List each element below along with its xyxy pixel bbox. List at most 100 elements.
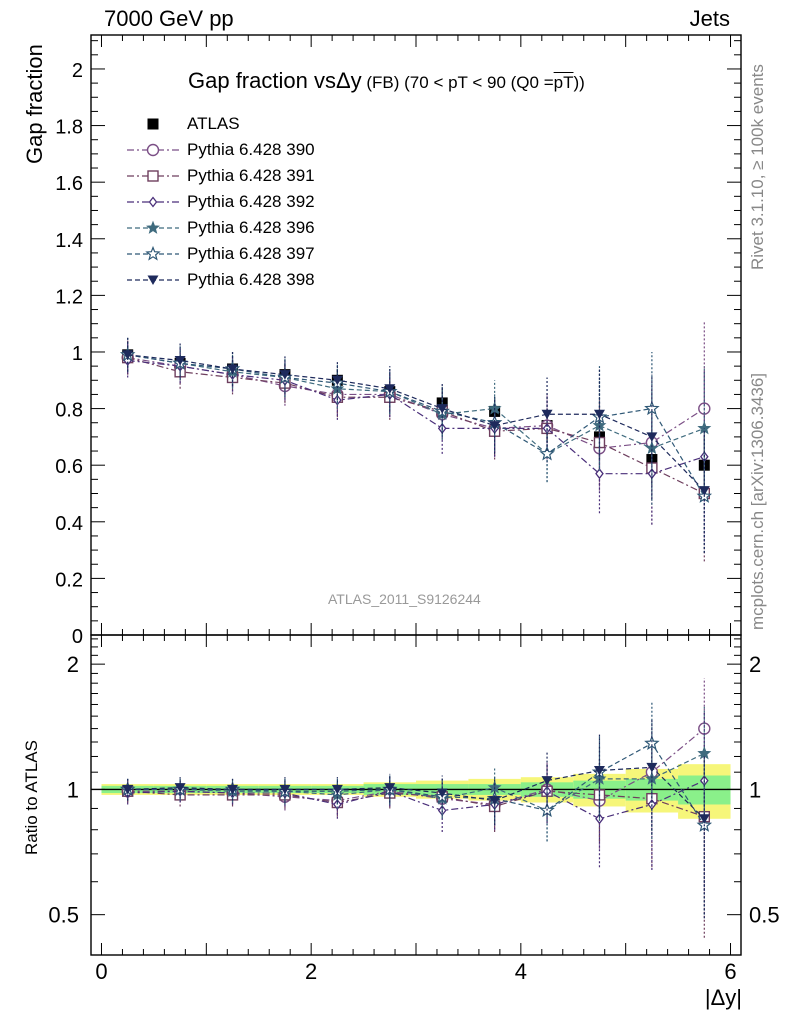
axis-ticks: 0 2 4 6 0 0.2 0.4 0.6 0.8 1 1.2 1.4 1.6 1.8 2 0.5 0.5 1 1 2… [48, 35, 780, 984]
legend-entry-p391 [127, 170, 179, 182]
point-main-p398 [541, 409, 553, 420]
point-main-p398 [331, 375, 343, 386]
point-ratio-p398 [593, 766, 605, 776]
point-ratio-p397 [644, 735, 660, 750]
point-ratio-p396 [697, 746, 712, 760]
y-tick-label-main: 0.2 [55, 569, 83, 591]
y-tick-label-main: 0.4 [55, 513, 83, 535]
legend-entry-atlas [147, 118, 159, 130]
legend-label-398: Pythia 6.428 398 [187, 270, 315, 289]
y-axis-label-top: Gap fraction [22, 44, 47, 164]
y-axis-label-ratio: Ratio to ATLAS [22, 740, 41, 855]
series-line-main-p392 [127, 359, 705, 475]
point-ratio-p398 [541, 776, 553, 786]
point-ratio-p398 [174, 783, 186, 793]
legend-entry-p390 [127, 143, 179, 157]
series-line-ratio-p391 [127, 790, 705, 818]
point-ratio-p398 [331, 784, 343, 795]
series-main-p397 [119, 337, 713, 553]
point-ratio-p398 [227, 784, 239, 795]
legend-marker-atlas [147, 118, 159, 130]
point-main-p398 [436, 404, 448, 414]
y-tick-label-ratio-right: 0.5 [749, 903, 780, 928]
y-tick-label-main: 0.8 [55, 400, 83, 422]
point-main-p392 [595, 468, 604, 480]
legend-label-392: Pythia 6.428 392 [187, 192, 315, 211]
title-delta-y: Δy [335, 68, 362, 93]
point-main-p398 [593, 409, 605, 420]
legend-label-atlas: ATLAS [187, 114, 240, 133]
y-tick-label-main: 0 [72, 626, 83, 648]
legend-entry-p398 [127, 275, 179, 285]
legend [127, 118, 179, 285]
y-tick-label-main: 1.8 [55, 117, 83, 139]
series-main-p398 [122, 337, 710, 553]
legend-marker-p396 [146, 220, 160, 234]
series-main-p392 [123, 343, 709, 542]
category-label: Jets [689, 6, 730, 31]
legend-label-390: Pythia 6.428 390 [187, 140, 315, 159]
series-ratio-p391 [121, 744, 711, 938]
mcplots-label: mcplots.cern.ch [arXiv:1306.3436] [748, 372, 767, 630]
legend-marker-p397 [145, 245, 161, 261]
legend-entry-p397 [127, 245, 179, 261]
x-tick-label: 0 [95, 959, 107, 984]
y-tick-label-main: 2 [72, 60, 83, 82]
series-ratio-p390 [121, 678, 711, 849]
point-main-p397 [539, 445, 555, 461]
point-main-p398 [279, 370, 291, 380]
point-ratio-p398 [384, 783, 396, 793]
x-tick-label: 2 [305, 959, 317, 984]
y-tick-label-ratio-right: 2 [749, 652, 761, 677]
y-tick-label-main: 1.6 [55, 173, 83, 195]
y-tick-label-ratio-left: 0.5 [48, 903, 79, 928]
y-tick-label-main: 1.4 [55, 230, 83, 252]
point-ratio-p398 [698, 814, 710, 824]
title-close: )) [573, 73, 585, 92]
point-main-p398 [384, 384, 396, 394]
point-main-p398 [122, 350, 134, 360]
x-axis-label: |Δy| [704, 985, 742, 1010]
data-series [119, 320, 713, 938]
x-tick-label: 6 [724, 959, 736, 984]
point-main-p397 [644, 400, 660, 416]
series-main-p391 [121, 340, 711, 562]
point-main-p398 [698, 486, 710, 496]
legend-marker-p390 [146, 143, 160, 157]
y-tick-label-main: 1 [72, 343, 83, 365]
legend-marker-p398 [147, 275, 159, 285]
legend-label-391: Pythia 6.428 391 [187, 166, 315, 185]
point-main-p398 [646, 432, 658, 442]
title-suffix: (FB) (70 < pT < 90 (Q0 = [361, 73, 554, 92]
series-line-main-p398 [127, 354, 705, 492]
series-main-p390 [121, 320, 711, 500]
point-main-p398 [174, 355, 186, 366]
y-tick-label-main: 0.6 [55, 456, 83, 478]
legend-marker-p391 [147, 170, 159, 182]
series-ratio-p398 [122, 718, 710, 919]
legend-entry-p396 [127, 220, 179, 234]
point-ratio-p398 [489, 796, 501, 806]
y-tick-label-main: 1.2 [55, 286, 83, 308]
analysis-label: ATLAS_2011_S9126244 [328, 591, 481, 607]
point-ratio-p398 [436, 788, 448, 799]
series-line-main-p396 [127, 354, 705, 455]
series-line-ratio-p396 [127, 752, 705, 812]
series-main-p396 [120, 337, 712, 505]
legend-label-397: Pythia 6.428 397 [187, 244, 315, 263]
title-pt-bar: pT [553, 73, 574, 92]
legend-label-396: Pythia 6.428 396 [187, 218, 315, 237]
legend-entry-p392 [127, 196, 179, 208]
y-tick-label-ratio-left: 2 [67, 652, 79, 677]
legend-marker-p392 [148, 196, 158, 208]
point-ratio-p398 [646, 762, 658, 773]
point-main-p398 [227, 364, 239, 374]
title-main: Gap fraction vs [188, 68, 336, 93]
series-line-ratio-p398 [127, 766, 705, 820]
series-line-main-p390 [127, 357, 705, 449]
x-tick-label: 4 [515, 959, 527, 984]
series-line-main-p397 [127, 354, 705, 497]
series-ratio-p397 [119, 702, 713, 915]
series-line-main-p391 [127, 357, 705, 495]
